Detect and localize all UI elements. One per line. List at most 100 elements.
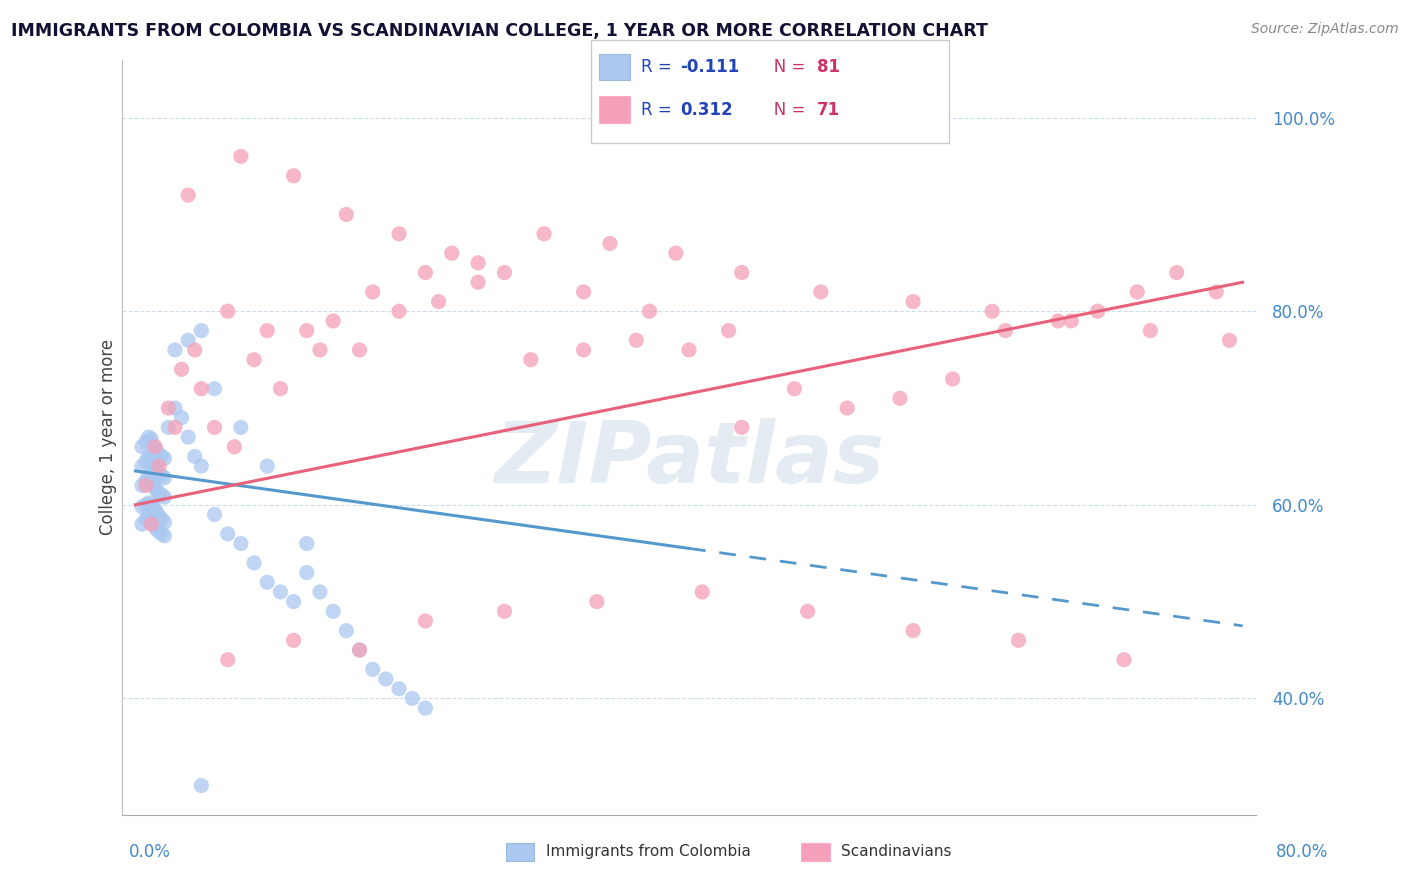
Point [150,468,173,483]
Point [889,392,911,406]
Point [177,188,200,202]
Point [157,420,180,434]
Point [142,438,165,452]
Point [138,468,160,483]
Text: Immigrants from Colombia: Immigrants from Colombia [546,845,751,859]
Point [135,454,157,468]
Point [1139,324,1161,338]
Point [135,478,157,492]
Point [143,442,166,456]
Point [269,382,291,396]
Point [783,382,806,396]
Point [190,459,212,474]
Point [141,509,163,524]
Point [388,304,411,318]
Point [309,343,332,357]
Point [572,285,595,299]
Point [177,430,200,444]
Point [150,512,173,526]
Point [626,333,648,347]
Point [150,527,173,541]
Text: 80.0%: 80.0% [1277,843,1329,861]
Point [1047,314,1070,328]
Point [374,672,396,686]
Point [467,275,489,289]
Point [217,304,239,318]
Text: R =: R = [641,101,678,119]
Point [520,352,543,367]
Text: -0.111: -0.111 [681,58,740,76]
Point [131,459,153,474]
Point [678,343,700,357]
Point [533,227,555,241]
Point [204,508,226,522]
Point [143,502,166,516]
Point [415,701,437,715]
Point [349,343,371,357]
Point [148,509,170,524]
Point [295,324,318,338]
Point [981,304,1004,318]
Point [148,448,170,462]
Point [150,450,173,464]
Point [494,266,516,280]
Point [269,585,291,599]
Text: N =: N = [758,58,810,76]
Text: ZIPatlas: ZIPatlas [494,418,884,501]
Point [494,604,516,618]
Point [170,410,193,425]
Point [810,285,832,299]
Point [717,324,740,338]
Point [138,430,160,444]
Point [141,432,163,446]
Point [131,440,153,454]
Point [229,420,252,434]
Point [190,324,212,338]
Point [388,227,411,241]
Point [157,401,180,415]
Point [141,471,163,485]
Point [143,440,166,454]
Point [145,522,167,536]
Point [138,496,160,510]
Point [153,451,176,466]
Text: N =: N = [758,101,810,119]
Text: IMMIGRANTS FROM COLOMBIA VS SCANDINAVIAN COLLEGE, 1 YEAR OR MORE CORRELATION CHA: IMMIGRANTS FROM COLOMBIA VS SCANDINAVIAN… [11,22,988,40]
Point [153,515,176,529]
Text: 0.312: 0.312 [681,101,733,119]
Point [256,324,278,338]
Point [690,585,713,599]
Point [361,662,384,676]
Point [131,478,153,492]
Point [148,524,170,539]
Point [143,461,166,475]
Point [135,512,157,526]
Point [153,529,176,543]
Text: 81: 81 [817,58,839,76]
Point [163,343,186,357]
Text: Source: ZipAtlas.com: Source: ZipAtlas.com [1251,22,1399,37]
Point [141,498,163,512]
Point [1166,266,1188,280]
Point [361,285,384,299]
Point [148,486,170,500]
Point [148,459,170,474]
Point [256,459,278,474]
Point [217,527,239,541]
Point [585,594,607,608]
Point [309,585,332,599]
Point [142,457,165,471]
Point [942,372,965,386]
Point [599,236,621,251]
Point [731,266,754,280]
Point [401,691,423,706]
Point [153,490,176,504]
Point [335,624,357,638]
Point [170,362,193,376]
Point [1060,314,1083,328]
Point [415,614,437,628]
Point [142,500,165,514]
Point [467,256,489,270]
Point [229,149,252,163]
Point [1205,285,1227,299]
